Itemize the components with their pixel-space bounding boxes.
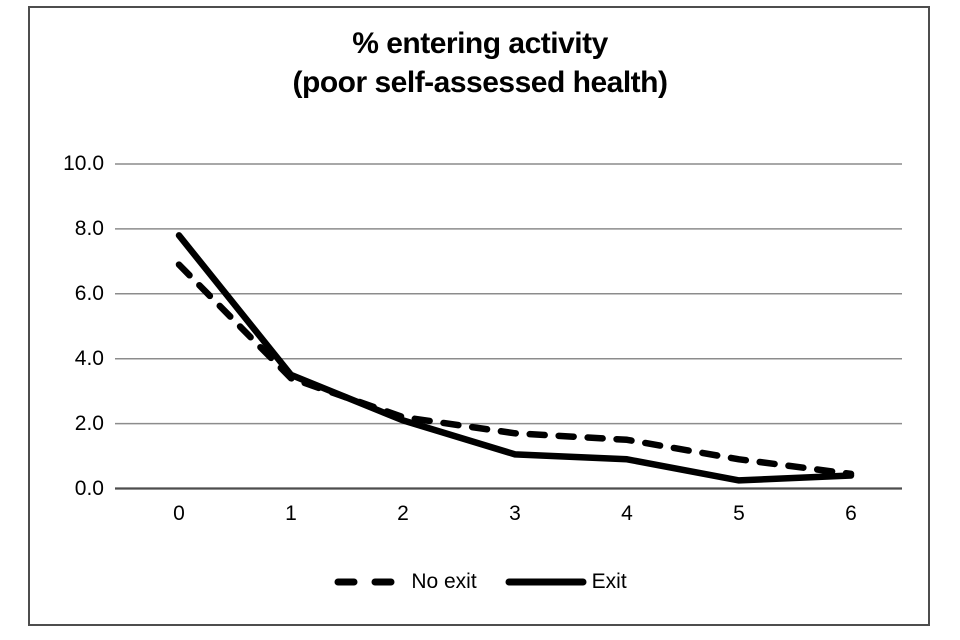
x-axis-tick-label: 2	[397, 502, 409, 525]
y-axis-tick-label: 4.0	[74, 347, 104, 370]
y-axis-tick-label: 2.0	[74, 412, 104, 435]
legend-item-exit: Exit	[505, 570, 627, 594]
chart-title-line-1: % entering activity	[352, 27, 608, 60]
legend-label-no-exit: No exit	[411, 570, 477, 593]
solid-line-sample	[505, 578, 587, 586]
legend-label-exit: Exit	[591, 570, 627, 593]
x-axis-tick-label: 4	[621, 502, 633, 525]
y-axis-tick-label: 0.0	[74, 477, 104, 500]
x-axis-tick-label: 0	[173, 502, 185, 525]
x-axis-tick-label: 5	[733, 502, 745, 525]
y-axis-tick-label: 6.0	[74, 282, 104, 305]
y-axis-tick-label: 10.0	[63, 152, 104, 175]
y-axis-tick-label: 8.0	[74, 217, 104, 240]
legend: No exit Exit	[0, 570, 960, 594]
x-axis-tick-label: 3	[509, 502, 521, 525]
legend-item-no-exit: No exit	[333, 570, 477, 594]
x-axis-tick-label: 6	[845, 502, 857, 525]
chart-title: % entering activity (poor self-assessed …	[0, 24, 960, 102]
chart-title-line-2: (poor self-assessed health)	[292, 66, 668, 99]
dashed-line-sample	[334, 578, 398, 586]
x-axis-tick-label: 1	[285, 502, 297, 525]
